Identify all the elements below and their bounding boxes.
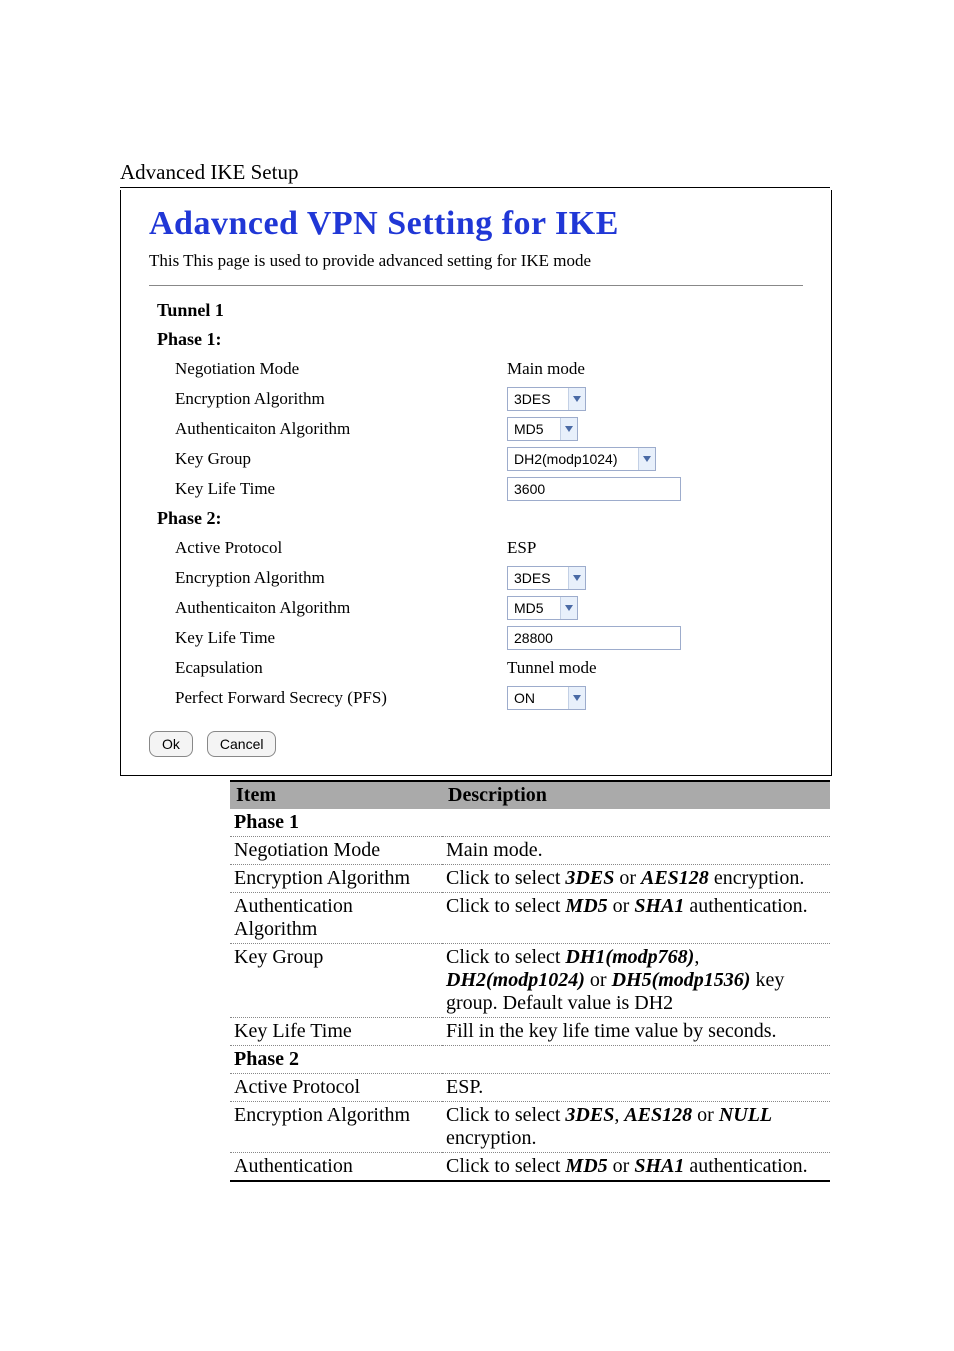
p1-auth-label: Authenticaiton Algorithm — [175, 419, 507, 439]
p1-keygroup-value: DH2(modp1024) — [508, 448, 638, 470]
chevron-down-icon — [568, 567, 585, 589]
table-row-desc: ESP. — [442, 1074, 830, 1102]
p1-keylife-label: Key Life Time — [175, 479, 507, 499]
table-row-item: Encryption Algorithm — [230, 1102, 442, 1153]
p1-auth-value: MD5 — [508, 418, 560, 440]
table-row-item: Key Life Time — [230, 1018, 442, 1046]
ok-button[interactable]: Ok — [149, 731, 193, 757]
cancel-button[interactable]: Cancel — [207, 731, 277, 757]
p2-auth-select[interactable]: MD5 — [507, 596, 578, 620]
p1-encryption-label: Encryption Algorithm — [175, 389, 507, 409]
panel-divider — [149, 285, 803, 286]
negotiation-mode-value: Main mode — [507, 359, 585, 379]
description-table: Item Description Phase 1 Negotiation Mod… — [230, 780, 830, 1182]
panel-subtitle: This This page is used to provide advanc… — [121, 249, 831, 281]
table-row-desc: Fill in the key life time value by secon… — [442, 1018, 830, 1046]
table-row-desc: Main mode. — [442, 837, 830, 865]
chevron-down-icon — [638, 448, 655, 470]
p2-encryption-select[interactable]: 3DES — [507, 566, 586, 590]
table-row-item: Authentication — [230, 1153, 442, 1182]
page-title: Advanced IKE Setup — [0, 160, 954, 185]
table-row-item: Key Group — [230, 944, 442, 1018]
p1-encryption-value: 3DES — [508, 388, 568, 410]
table-header-item: Item — [230, 781, 442, 809]
table-row-item: Encryption Algorithm — [230, 865, 442, 893]
p2-auth-label: Authenticaiton Algorithm — [175, 598, 507, 618]
p1-encryption-select[interactable]: 3DES — [507, 387, 586, 411]
p2-pfs-value: ON — [508, 687, 568, 709]
table-phase2-heading: Phase 2 — [230, 1046, 442, 1074]
title-underline — [120, 187, 830, 188]
p2-encryption-value: 3DES — [508, 567, 568, 589]
table-header-desc: Description — [442, 781, 830, 809]
table-row-desc: Click to select DH1(modp768), DH2(modp10… — [442, 944, 830, 1018]
chevron-down-icon — [568, 687, 585, 709]
p2-active-proto-label: Active Protocol — [175, 538, 507, 558]
p2-pfs-label: Perfect Forward Secrecy (PFS) — [175, 688, 507, 708]
phase1-heading: Phase 1: — [157, 329, 222, 349]
p1-keygroup-label: Key Group — [175, 449, 507, 469]
p2-active-proto-value: ESP — [507, 538, 536, 558]
chevron-down-icon — [560, 597, 577, 619]
p2-encryption-label: Encryption Algorithm — [175, 568, 507, 588]
p1-keylife-input[interactable]: 3600 — [507, 477, 681, 501]
p2-keylife-label: Key Life Time — [175, 628, 507, 648]
tunnel-label: Tunnel 1 — [157, 300, 224, 320]
chevron-down-icon — [568, 388, 585, 410]
table-row-item: Negotiation Mode — [230, 837, 442, 865]
table-row-item: AuthenticationAlgorithm — [230, 893, 442, 944]
negotiation-mode-label: Negotiation Mode — [175, 359, 507, 379]
p1-auth-select[interactable]: MD5 — [507, 417, 578, 441]
table-row-desc: Click to select MD5 or SHA1 authenticati… — [442, 1153, 830, 1182]
phase2-heading: Phase 2: — [157, 508, 222, 528]
p2-pfs-select[interactable]: ON — [507, 686, 586, 710]
table-row-item: Active Protocol — [230, 1074, 442, 1102]
table-row-desc: Click to select MD5 or SHA1 authenticati… — [442, 893, 830, 944]
p2-encap-value: Tunnel mode — [507, 658, 597, 678]
p2-auth-value: MD5 — [508, 597, 560, 619]
p2-keylife-input[interactable]: 28800 — [507, 626, 681, 650]
table-phase1-heading: Phase 1 — [230, 809, 442, 837]
p1-keygroup-select[interactable]: DH2(modp1024) — [507, 447, 656, 471]
chevron-down-icon — [560, 418, 577, 440]
table-row-desc: Click to select 3DES, AES128 or NULL enc… — [442, 1102, 830, 1153]
table-row-desc: Click to select 3DES or AES128 encryptio… — [442, 865, 830, 893]
panel-heading: Adavnced VPN Setting for IKE — [121, 191, 831, 249]
settings-panel: Adavnced VPN Setting for IKE This This p… — [120, 190, 832, 776]
p2-encap-label: Ecapsulation — [175, 658, 507, 678]
